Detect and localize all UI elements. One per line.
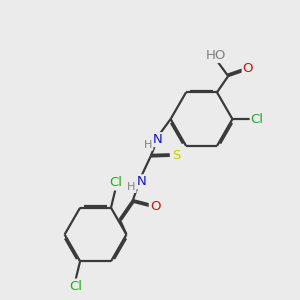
Text: O: O: [243, 62, 253, 75]
Text: H: H: [144, 140, 152, 150]
Text: Cl: Cl: [251, 112, 264, 126]
Text: Cl: Cl: [69, 280, 82, 292]
Text: HO: HO: [206, 49, 226, 62]
Text: O: O: [150, 200, 160, 213]
Text: S: S: [172, 149, 180, 162]
Text: N: N: [153, 133, 163, 146]
Text: N: N: [136, 175, 146, 188]
Text: Cl: Cl: [109, 176, 122, 190]
Text: H: H: [127, 182, 136, 192]
